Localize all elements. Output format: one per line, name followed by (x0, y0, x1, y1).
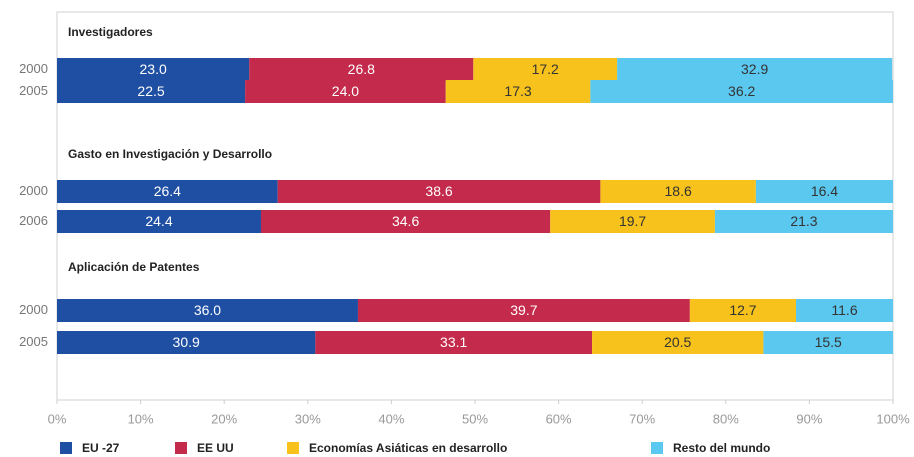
x-tick-label: 100% (876, 411, 910, 426)
y-tick-label: 2000 (19, 61, 48, 76)
y-tick-label: 2006 (19, 213, 48, 228)
x-tick-label: 10% (128, 411, 154, 426)
value-label: 20.5 (664, 334, 691, 350)
value-label: 38.6 (425, 183, 452, 199)
bar-segment (550, 210, 715, 233)
value-label: 36.2 (728, 83, 755, 99)
bar-segment (796, 299, 893, 322)
bar-segment (600, 180, 756, 203)
value-label: 23.0 (140, 61, 167, 77)
value-label: 21.3 (790, 213, 817, 229)
value-label: 17.2 (532, 61, 559, 77)
group-title: Gasto en Investigación y Desarrollo (68, 147, 272, 161)
bar-segment (57, 299, 358, 322)
legend-swatch (287, 442, 299, 454)
bar-segment (57, 80, 246, 103)
value-label: 18.6 (665, 183, 692, 199)
value-label: 26.8 (348, 61, 375, 77)
bar-segment (617, 58, 893, 81)
bar-segment (57, 180, 278, 203)
y-tick-label: 2005 (19, 334, 48, 349)
legend-swatch (175, 442, 187, 454)
legend-label: Resto del mundo (673, 441, 770, 455)
group-title: Aplicación de Patentes (68, 260, 200, 274)
value-label: 30.9 (173, 334, 200, 350)
bar-segment (249, 58, 474, 81)
bar-segment (277, 180, 601, 203)
bar-segment (592, 331, 764, 354)
bar-segment (260, 210, 551, 233)
legend-swatch (651, 442, 663, 454)
value-label: 19.7 (619, 213, 646, 229)
value-label: 17.3 (504, 83, 531, 99)
bar-segment (473, 58, 618, 81)
x-tick-label: 50% (462, 411, 488, 426)
bar-segment (315, 331, 593, 354)
legend-label: EU -27 (82, 441, 120, 455)
bar-segment (689, 299, 797, 322)
value-label: 24.0 (332, 83, 359, 99)
bar-segment (755, 180, 893, 203)
x-tick-label: 40% (378, 411, 404, 426)
x-tick-label: 60% (546, 411, 572, 426)
y-tick-label: 2000 (19, 302, 48, 317)
value-label: 26.4 (154, 183, 181, 199)
legend-label: EE UU (197, 441, 234, 455)
bar-segment (57, 58, 250, 81)
value-label: 39.7 (510, 302, 537, 318)
bar-segment (714, 210, 893, 233)
x-tick-label: 20% (211, 411, 237, 426)
value-label: 15.5 (815, 334, 842, 350)
y-tick-label: 2005 (19, 83, 48, 98)
bar-segment (245, 80, 446, 103)
value-label: 36.0 (194, 302, 221, 318)
legend-label: Economías Asiáticas en desarrollo (309, 441, 507, 455)
value-label: 11.6 (831, 302, 857, 318)
bar-segment (763, 331, 893, 354)
bar-segment (57, 331, 316, 354)
bar-segment (590, 80, 893, 103)
value-label: 33.1 (440, 334, 467, 350)
value-label: 12.7 (729, 302, 756, 318)
bar-segment (357, 299, 690, 322)
x-tick-label: 30% (295, 411, 321, 426)
value-label: 32.9 (741, 61, 768, 77)
x-tick-label: 0% (48, 411, 67, 426)
value-label: 34.6 (392, 213, 419, 229)
value-label: 24.4 (145, 213, 172, 229)
x-tick-label: 70% (629, 411, 655, 426)
bar-segment (445, 80, 591, 103)
group-title: Investigadores (68, 25, 153, 39)
x-tick-label: 80% (713, 411, 739, 426)
value-label: 16.4 (811, 183, 838, 199)
legend-swatch (60, 442, 72, 454)
value-label: 22.5 (137, 83, 164, 99)
x-tick-label: 90% (796, 411, 822, 426)
y-tick-label: 2000 (19, 183, 48, 198)
bar-segment (57, 210, 261, 233)
